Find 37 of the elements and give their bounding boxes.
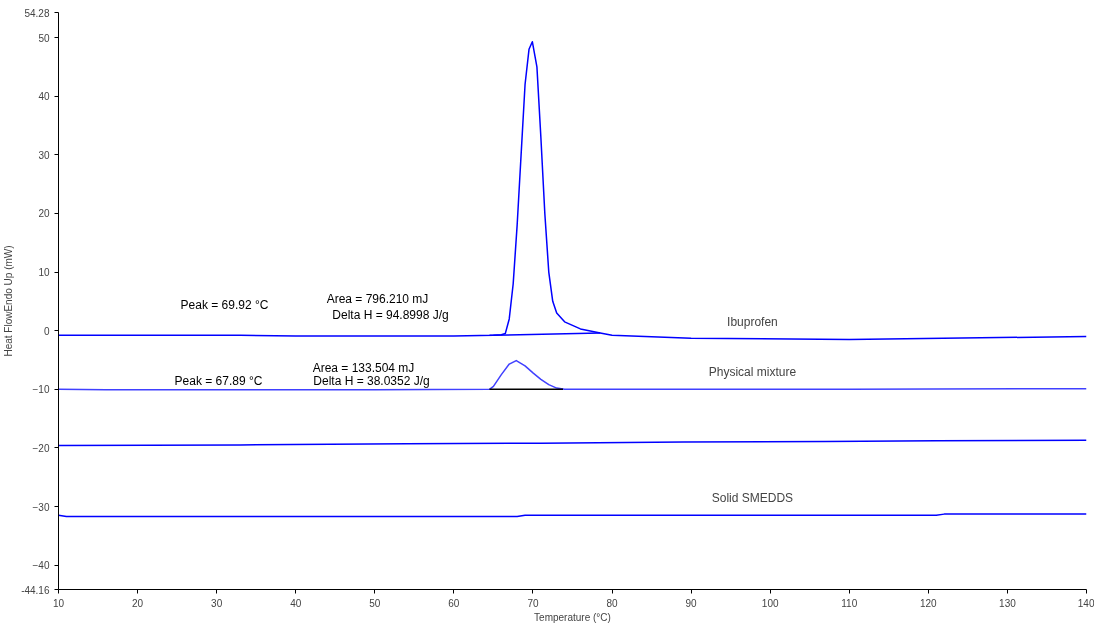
- series-label: Ibuprofen: [727, 314, 778, 329]
- y-tick-label: −20: [32, 442, 50, 454]
- x-axis-title: Temperature (°C): [534, 611, 611, 623]
- series-label: Solid SMEDDS: [711, 491, 794, 506]
- y-tick-label: 30: [38, 149, 50, 161]
- x-tick-label: 70: [527, 597, 539, 609]
- x-tick-label: 10: [52, 597, 65, 609]
- x-tick-label: 80: [606, 597, 619, 609]
- series-label: Physical mixture: [708, 365, 797, 380]
- y-tick-label: −30: [32, 501, 50, 513]
- y-tick-label: -44.16: [21, 584, 50, 596]
- y-tick-label: 10: [38, 267, 50, 279]
- x-tick-label: 130: [999, 597, 1017, 609]
- y-tick-label: 50: [38, 32, 50, 44]
- x-tick-label: 40: [290, 597, 302, 609]
- x-tick-label: 140: [1077, 597, 1094, 609]
- x-tick-label: 110: [841, 597, 858, 609]
- x-tick-label: 100: [761, 597, 779, 609]
- y-axis-title: Heat FlowEndo Up (mW): [3, 245, 15, 357]
- y-tick-label: 40: [38, 91, 50, 103]
- y-tick-label: 54.28: [24, 7, 50, 19]
- y-tick-label: 0: [43, 325, 50, 337]
- x-tick-label: 50: [369, 597, 381, 609]
- annotation: Peak = 69.92 °C: [180, 297, 269, 312]
- y-tick-label: −10: [32, 384, 50, 396]
- annotation: Delta H = 38.0352 J/g: [313, 373, 430, 388]
- x-tick-label: 60: [448, 597, 460, 609]
- annotation: Delta H = 94.8998 J/g: [332, 307, 449, 322]
- x-tick-label: 90: [685, 597, 698, 609]
- annotation: Area = 133.504 mJ: [312, 360, 415, 375]
- x-tick-label: 20: [132, 597, 144, 609]
- x-tick-label: 120: [920, 597, 938, 609]
- y-tick-label: 20: [38, 208, 50, 220]
- annotation: Peak = 67.89 °C: [174, 373, 263, 388]
- annotation: Area = 796.210 mJ: [326, 291, 429, 306]
- y-tick-label: −40: [32, 560, 50, 572]
- x-tick-label: 30: [211, 597, 223, 609]
